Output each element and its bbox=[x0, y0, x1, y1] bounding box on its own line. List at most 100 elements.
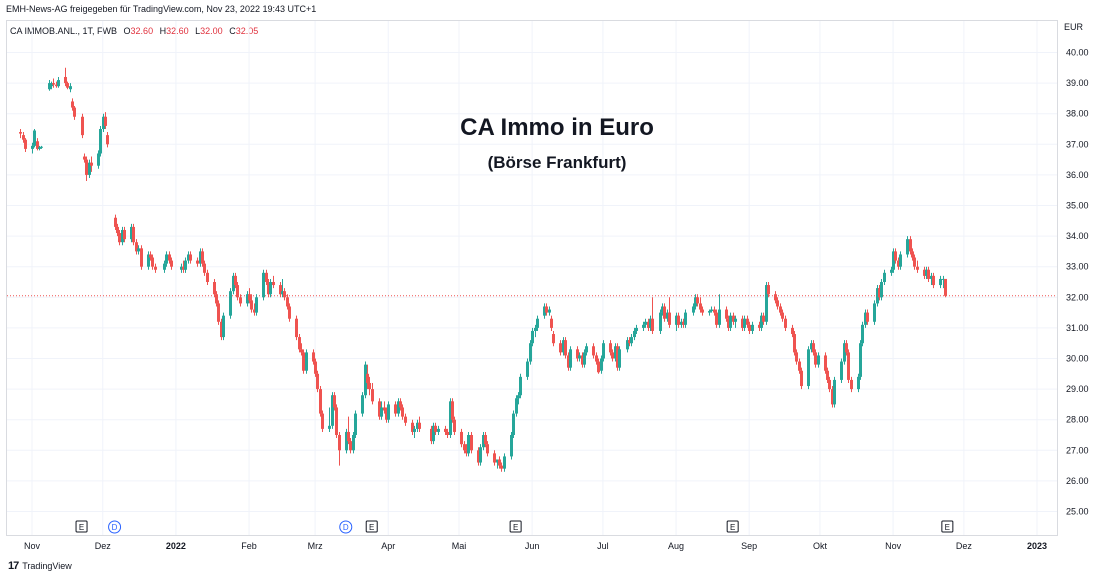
candle-body-down bbox=[699, 303, 702, 310]
y-tick-label: 26.00 bbox=[1066, 476, 1089, 486]
candle-body-up bbox=[644, 321, 647, 325]
candle-body-down bbox=[762, 315, 765, 322]
candle-body-up bbox=[861, 324, 864, 344]
earnings-marker-icon bbox=[75, 520, 88, 533]
candle-body-down bbox=[52, 83, 55, 85]
candle-body-down bbox=[847, 352, 850, 380]
candle-body-up bbox=[899, 254, 902, 267]
candle-body-down bbox=[628, 340, 631, 344]
candle-body-down bbox=[220, 321, 223, 338]
candle-body-up bbox=[121, 229, 124, 243]
earnings-marker-icon bbox=[365, 520, 378, 533]
candle-body-down bbox=[170, 260, 173, 267]
open-label: O bbox=[123, 26, 131, 36]
candle-body-down bbox=[576, 349, 579, 359]
candle-body-down bbox=[923, 269, 926, 276]
candle-body-up bbox=[345, 431, 348, 451]
y-tick-label: 32.00 bbox=[1066, 292, 1089, 302]
candle-body-down bbox=[826, 370, 829, 380]
x-tick-label: Apr bbox=[381, 541, 395, 551]
tradingview-logo-icon: 17 bbox=[8, 560, 19, 572]
candle-body-down bbox=[366, 373, 369, 383]
candle-body-down bbox=[800, 370, 803, 387]
candle-body-up bbox=[602, 343, 605, 359]
candle-body-down bbox=[793, 334, 796, 353]
currency-label: EUR bbox=[1064, 22, 1084, 32]
candle-body-down bbox=[616, 346, 619, 368]
low-value: 32.00 bbox=[200, 26, 223, 36]
chart-frame bbox=[6, 20, 1058, 536]
candle-body-up bbox=[40, 146, 43, 148]
candle-body-down bbox=[774, 294, 777, 301]
candle-body-down bbox=[727, 318, 730, 328]
candle-body-down bbox=[333, 395, 336, 408]
candle-body-down bbox=[897, 260, 900, 267]
candle-body-down bbox=[140, 248, 143, 267]
candle-body-down bbox=[338, 435, 341, 451]
candle-body-down bbox=[944, 278, 947, 296]
x-tick-label: Sep bbox=[741, 541, 757, 551]
candle-body-up bbox=[269, 282, 272, 295]
candle-body-down bbox=[776, 300, 779, 307]
candle-body-up bbox=[397, 401, 400, 414]
candle-body-down bbox=[465, 450, 468, 454]
candle-body-up bbox=[130, 226, 133, 240]
candle-body-up bbox=[543, 306, 546, 316]
candle-body-up bbox=[633, 330, 636, 338]
candle-body-up bbox=[743, 318, 746, 328]
candle-body-down bbox=[154, 266, 157, 270]
symbol-label[interactable]: CA IMMOB.ANL., 1T, FWB bbox=[10, 26, 118, 36]
candle-body-down bbox=[453, 419, 456, 432]
candle-body-down bbox=[401, 407, 404, 417]
candle-body-up bbox=[857, 376, 860, 390]
candle-body-up bbox=[305, 352, 308, 371]
candle-body-up bbox=[281, 291, 284, 295]
earnings-marker-icon bbox=[509, 520, 522, 533]
candle-body-down bbox=[498, 459, 501, 466]
candle-body-up bbox=[97, 153, 100, 166]
candle-body-up bbox=[692, 306, 695, 313]
candle-body-down bbox=[368, 382, 371, 390]
candle-body-down bbox=[283, 291, 286, 298]
x-tick-label: Aug bbox=[668, 541, 684, 551]
candle-body-up bbox=[694, 297, 697, 307]
x-tick-label: 2022 bbox=[166, 541, 186, 551]
candle-body-down bbox=[73, 107, 76, 117]
candle-body-down bbox=[55, 84, 58, 87]
candle-body-down bbox=[451, 401, 454, 420]
candle-body-up bbox=[833, 379, 836, 405]
candle-body-up bbox=[69, 86, 72, 90]
candle-body-down bbox=[477, 450, 480, 463]
y-tick-label: 36.00 bbox=[1066, 170, 1089, 180]
close-label: C bbox=[229, 26, 236, 36]
candle-body-up bbox=[416, 422, 419, 429]
candle-body-down bbox=[824, 355, 827, 371]
candle-body-up bbox=[859, 343, 862, 377]
candle-body-up bbox=[810, 343, 813, 350]
candle-body-up bbox=[817, 355, 820, 365]
candle-body-down bbox=[814, 352, 817, 365]
candle-body-down bbox=[545, 306, 548, 313]
candle-body-down bbox=[713, 309, 716, 313]
candle-body-down bbox=[758, 324, 761, 328]
candle-body-up bbox=[635, 327, 638, 331]
candle-body-down bbox=[19, 132, 22, 134]
candle-body-down bbox=[239, 297, 242, 304]
candle-body-up bbox=[328, 425, 331, 429]
candle-body-up bbox=[31, 145, 34, 149]
tradingview-branding[interactable]: 17 TradingView bbox=[8, 560, 72, 572]
candle-body-down bbox=[411, 422, 414, 432]
candle-body-down bbox=[85, 159, 88, 175]
candle-body-up bbox=[432, 425, 435, 442]
candle-body-up bbox=[708, 311, 711, 313]
candle-body-up bbox=[515, 398, 518, 414]
candle-body-down bbox=[298, 337, 301, 350]
candle-body-up bbox=[569, 349, 572, 368]
candle-body-down bbox=[741, 318, 744, 328]
candle-body-down bbox=[559, 343, 562, 353]
y-tick-label: 31.00 bbox=[1066, 323, 1089, 333]
dividend-marker-icon bbox=[108, 520, 122, 534]
candle-body-down bbox=[581, 355, 584, 365]
candle-body-down bbox=[550, 318, 553, 328]
